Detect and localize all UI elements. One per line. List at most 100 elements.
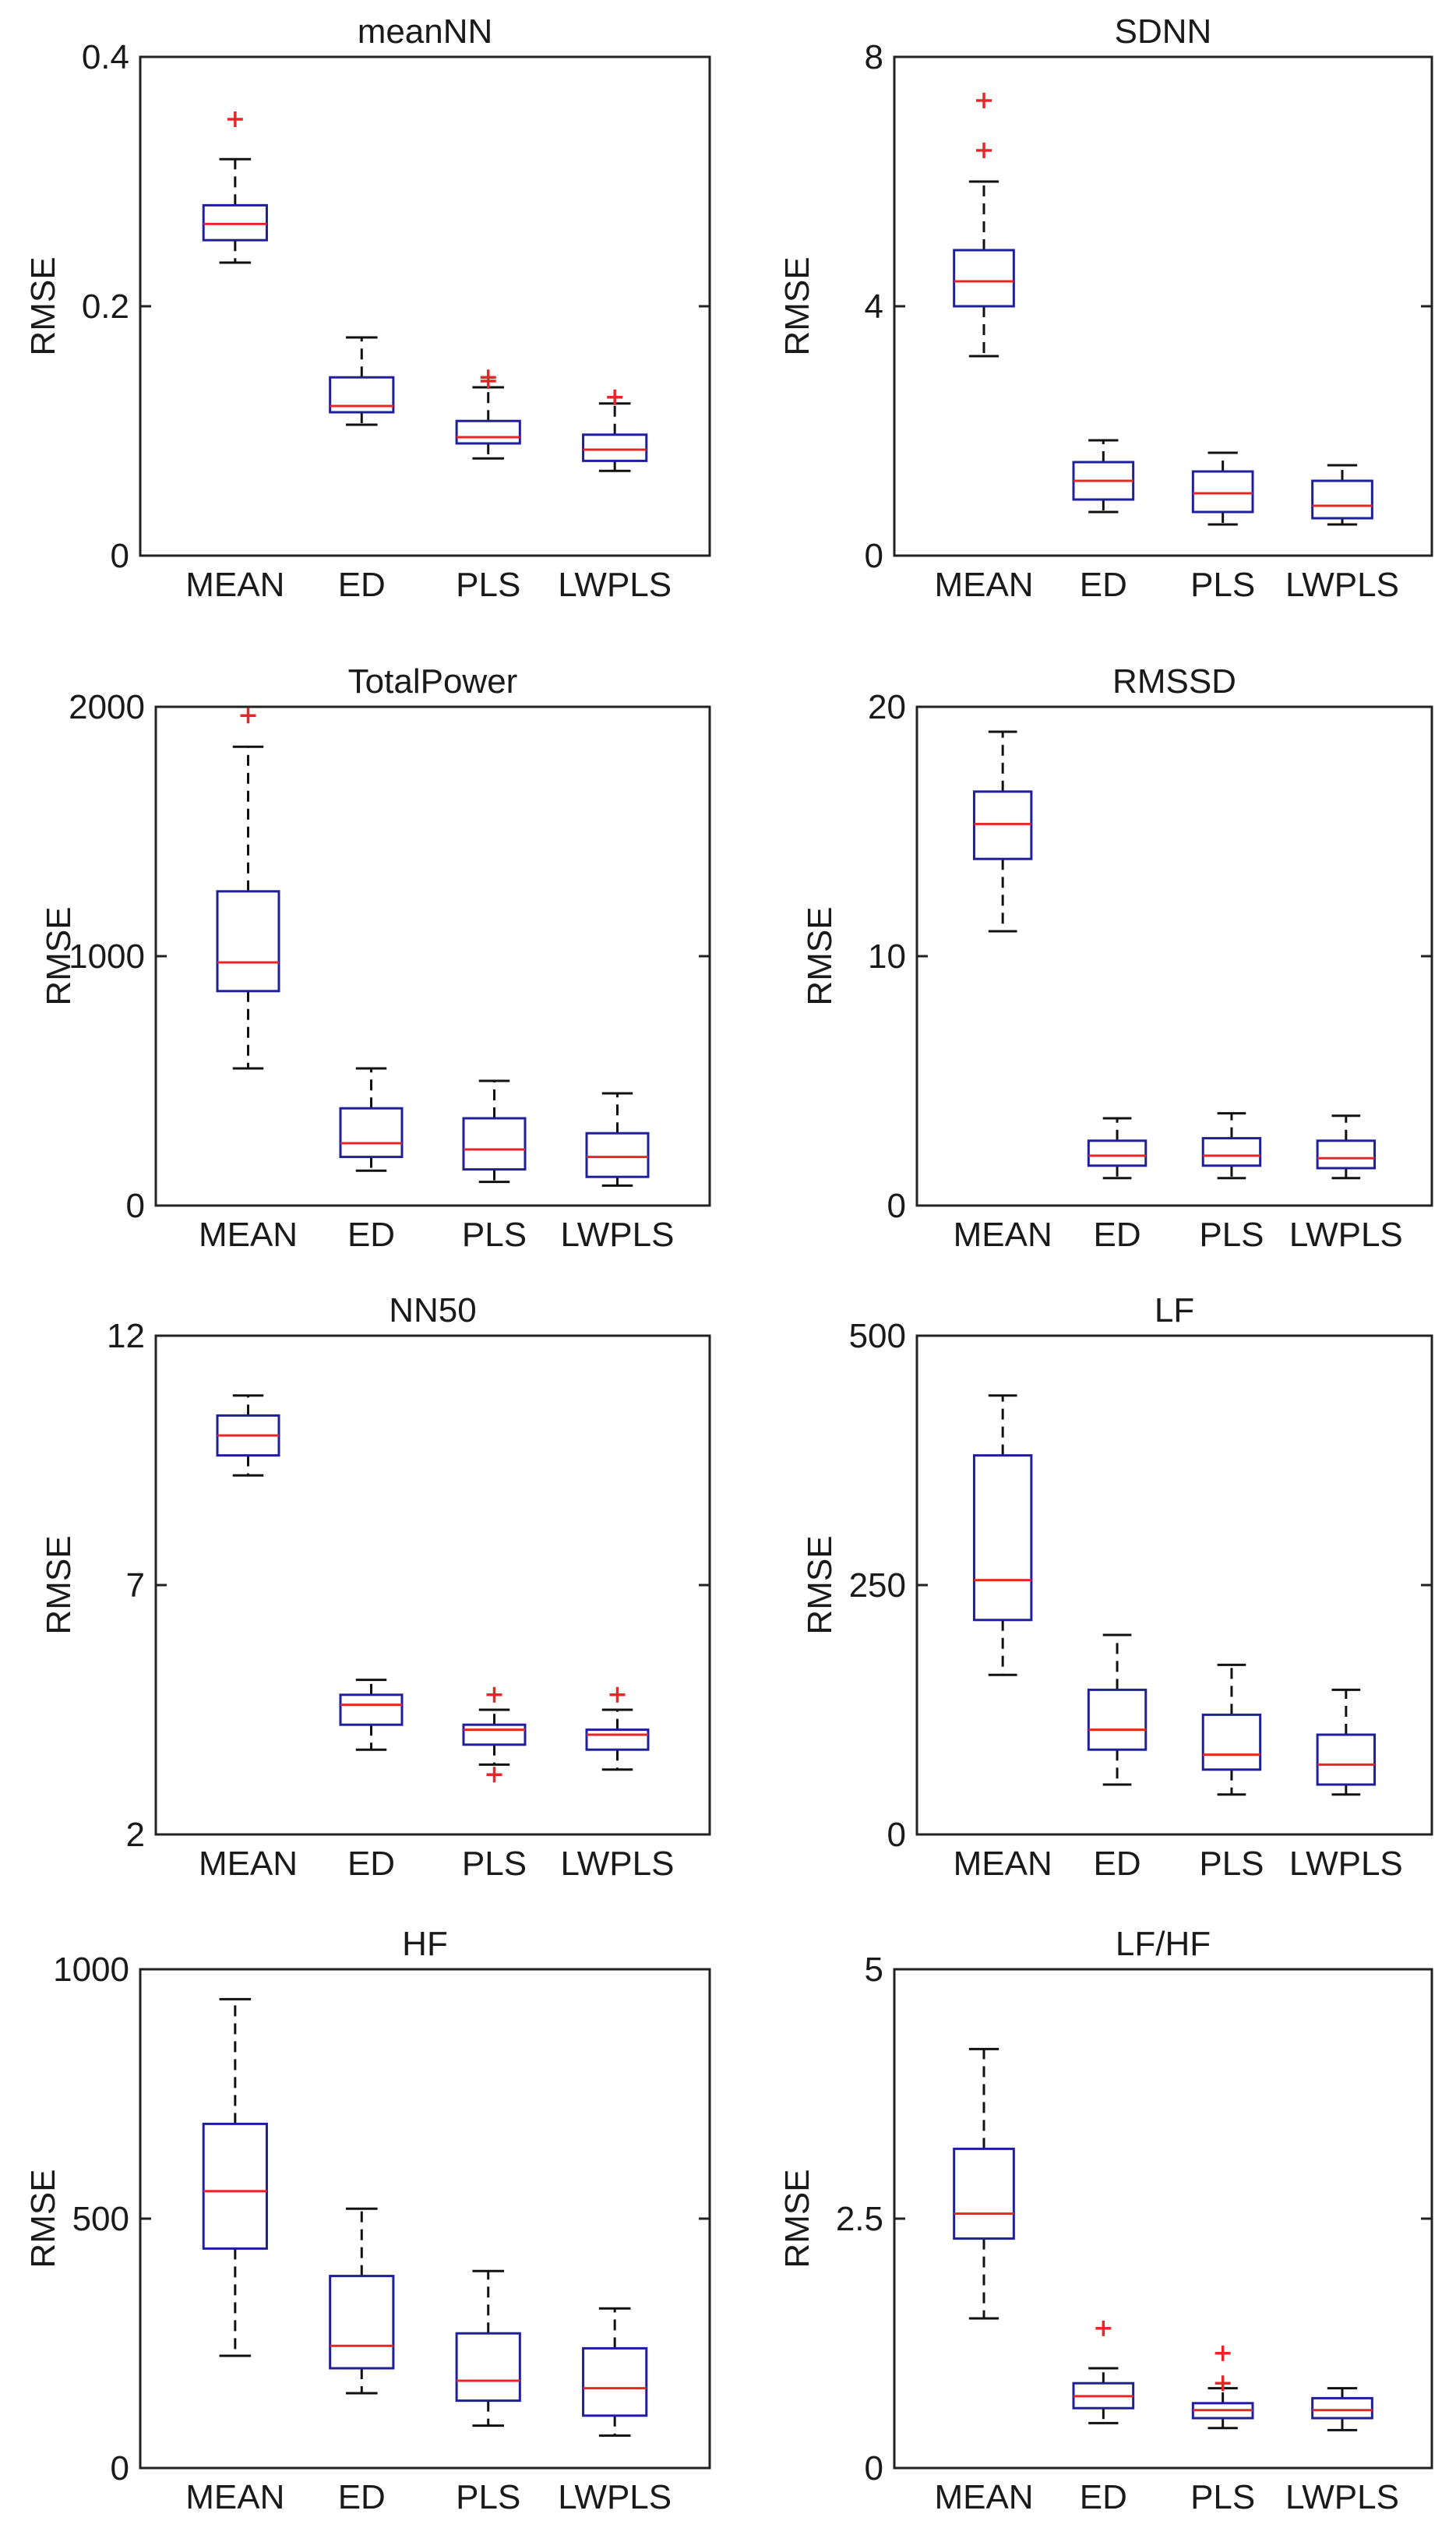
iqr-box [1311,2396,1373,2420]
outlier-marker [976,93,992,108]
y-tick-label: 2000 [69,688,145,726]
box-mean [953,93,1015,358]
x-tick-label: PLS [456,566,520,604]
x-tick-label: LWPLS [1289,1845,1403,1883]
iqr-box [953,2147,1015,2240]
chart-title: SDNN [1115,12,1212,51]
iqr-box [339,1107,404,1159]
y-tick-label: 12 [107,1317,145,1355]
box-pls [455,369,521,460]
outlier-marker [607,389,623,405]
outlier-marker [480,369,496,386]
box-lwpls [582,389,648,472]
y-tick-label: 0 [111,2449,129,2487]
chart-panel-7: HF 0 500 1000 RMSE MEAN ED PLS LWPLS [24,1925,711,2516]
chart-title: NN50 [389,1291,477,1329]
outlier-marker [227,111,243,127]
iqr-box [585,1132,650,1178]
iqr-box [582,433,648,462]
iqr-box [1087,1688,1148,1751]
chart-title: TotalPower [348,662,518,701]
box-lwpls [1311,464,1373,526]
y-tick-label: 0 [126,1187,145,1225]
chart-title: meanNN [358,12,493,51]
box-lwpls [1316,1114,1377,1180]
chart-title: HF [402,1925,448,1963]
box-ed [1072,439,1135,514]
x-tick-label: LWPLS [1289,1216,1403,1254]
box-lwpls [1316,1688,1377,1796]
iqr-box [1087,1139,1148,1167]
chart-panel-6: LF 0 250 500 RMSE MEAN ED PLS LWPLS [801,1291,1433,1883]
y-tick-label: 0 [887,1187,906,1225]
x-tick-label: MEAN [185,2478,284,2516]
outlier-marker [240,708,256,724]
y-tick-label: 1000 [53,1951,129,1989]
chart-title: LF [1155,1291,1194,1329]
x-tick-label: PLS [462,1845,527,1883]
box-pls [462,1686,527,1783]
x-tick-label: ED [338,2478,386,2516]
y-tick-label: 4 [865,288,883,326]
x-tick-label: PLS [1199,1216,1264,1254]
axes-frame [915,705,1433,1207]
box-mean [953,2047,1015,2320]
x-tick-label: ED [338,566,386,604]
iqr-box [972,1454,1033,1622]
iqr-box [462,1117,527,1171]
outlier-marker [486,1686,502,1703]
box-mean [202,1997,268,2357]
iqr-box [582,2346,648,2417]
y-tick-label: 0 [865,537,883,575]
box-ed [329,2207,395,2395]
chart-title: LF/HF [1116,1925,1211,1963]
x-tick-label: PLS [1190,566,1255,604]
x-tick-label: MEAN [934,2478,1033,2516]
iqr-box [216,890,280,993]
box-ed [339,1679,404,1751]
x-tick-label: LWPLS [558,2478,672,2516]
box-lwpls [585,1686,650,1771]
iqr-box [1316,1139,1377,1170]
x-tick-label: LWPLS [1285,566,1399,604]
x-tick-label: ED [1093,1845,1140,1883]
outlier-marker [486,1767,502,1783]
x-tick-label: PLS [1190,2478,1255,2516]
y-tick-label: 500 [72,2200,129,2238]
x-tick-label: LWPLS [561,1845,675,1883]
iqr-box [329,2275,395,2370]
chart-panel-4: RMSSD 0 10 20 RMSE MEAN ED PLS LWPLS [801,662,1433,1254]
outlier-marker [976,143,992,158]
outlier-marker [609,1686,626,1703]
iqr-box [202,2122,268,2250]
chart-panel-5: NN50 2 7 12 RMSE MEAN ED PLS LWPLS [40,1291,711,1883]
y-axis-label: RMSE [40,906,78,1005]
y-tick-label: 500 [849,1317,906,1355]
iqr-box [1201,1713,1262,1771]
box-pls [1191,2345,1254,2430]
box-pls [462,1079,527,1184]
box-pls [1191,451,1254,526]
outlier-marker [1215,2375,1231,2392]
x-tick-label: MEAN [199,1216,298,1254]
x-tick-label: MEAN [934,566,1033,604]
x-tick-label: LWPLS [1285,2478,1399,2516]
x-tick-label: PLS [456,2478,520,2516]
y-axis-label: RMSE [778,256,816,355]
y-tick-label: 2 [126,1816,145,1854]
y-tick-label: 250 [849,1566,906,1605]
x-tick-label: ED [1080,566,1127,604]
box-mean [216,708,280,1070]
x-tick-label: PLS [1199,1845,1264,1883]
box-mean [972,1394,1033,1676]
x-tick-label: ED [347,1845,395,1883]
chart-panel-3: TotalPower 0 1000 2000 RMSE MEAN ED PLS LWPLS [40,662,711,1254]
box-ed [329,336,395,426]
box-ed [1087,1633,1148,1786]
iqr-box [1311,479,1373,520]
iqr-box [1201,1137,1262,1167]
x-tick-label: PLS [462,1216,527,1254]
box-mean [972,730,1033,933]
chart-title: RMSSD [1112,662,1236,701]
